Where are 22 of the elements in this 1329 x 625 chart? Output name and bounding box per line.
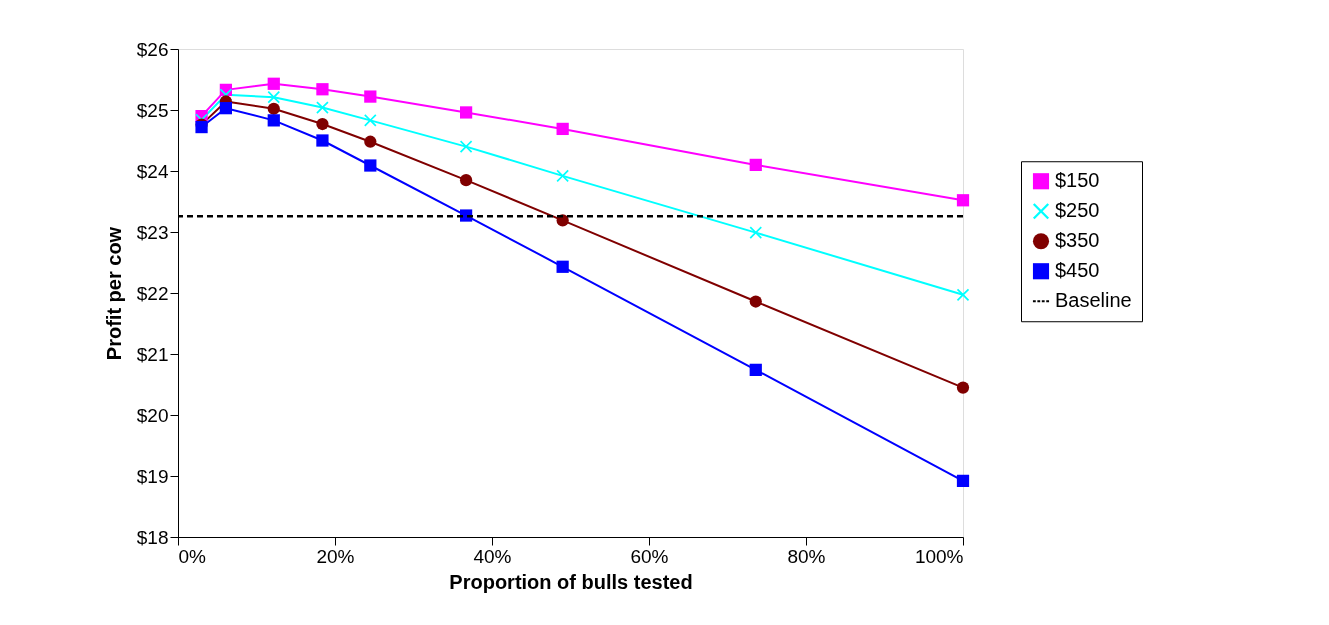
y-axis-title: Profit per cow [102,226,125,361]
legend-label: $350 [1055,229,1100,252]
x-tick-label: 20% [316,545,355,567]
legend-label: $150 [1055,169,1100,192]
y-tick-label: $24 [136,160,169,182]
x-tick-label: 0% [178,545,207,567]
legend-label: $250 [1055,199,1100,222]
y-tick-label: $19 [136,465,169,487]
y-tick-label: $22 [136,282,169,304]
y-tick-label: $26 [136,38,169,60]
legend-label: $450 [1055,259,1100,282]
y-tick-label: $23 [136,221,169,243]
x-axis-title: Proportion of bulls tested [449,570,693,593]
y-tick-label: $20 [136,404,169,426]
y-tick-label: $18 [136,526,169,548]
x-tick-label: 80% [787,545,826,567]
x-tick-label: 60% [630,545,669,567]
y-tick-label: $25 [136,99,169,121]
x-tick-label: 40% [473,545,512,567]
legend-label: Baseline [1055,289,1132,312]
y-tick-label: $21 [136,343,169,365]
x-tick-label: 100% [914,545,964,567]
